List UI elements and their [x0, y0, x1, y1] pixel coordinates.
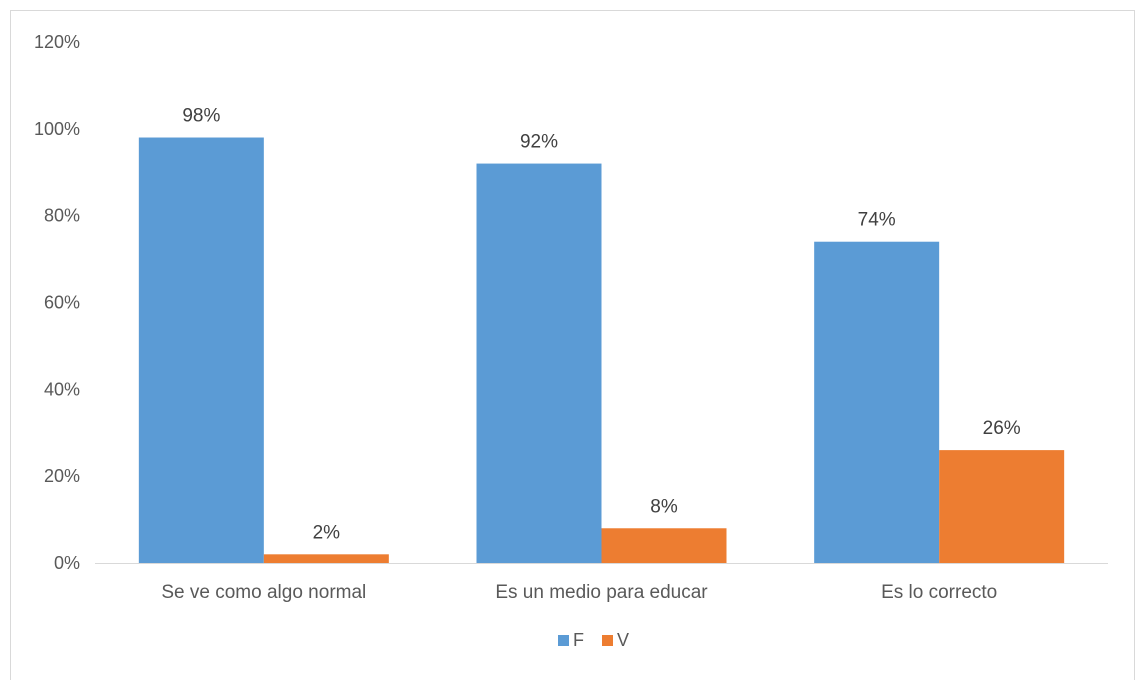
y-tick-label: 40% [44, 379, 80, 399]
data-label-f-1: 98% [182, 106, 220, 127]
data-label-v-2: 8% [650, 496, 678, 517]
bar-v-3 [939, 450, 1065, 563]
legend-label-f: F [573, 630, 584, 650]
data-labels: 98% 2% 92% 8% 74% 26% [182, 106, 1020, 544]
legend-label-v: V [617, 630, 629, 650]
y-axis: 0% 20% 40% 60% 80% 100% 120% [34, 32, 80, 573]
bar-f-2 [476, 163, 602, 564]
bar-f-1 [138, 137, 264, 563]
bar-f-3 [814, 241, 940, 563]
y-tick-label: 60% [44, 293, 80, 313]
data-label-v-3: 26% [983, 418, 1021, 439]
y-tick-label: 20% [44, 466, 80, 486]
legend-swatch-f [558, 635, 569, 646]
category-label: Se ve como algo normal [161, 582, 366, 603]
y-tick-label: 120% [34, 32, 80, 52]
y-tick-label: 100% [34, 119, 80, 139]
data-label-f-2: 92% [520, 132, 558, 153]
data-label-v-1: 2% [313, 522, 341, 543]
bars [138, 137, 1065, 564]
x-axis: Se ve como algo normal Es un medio para e… [95, 563, 1108, 603]
category-label: Es lo correcto [881, 582, 997, 603]
bar-v-1 [263, 554, 389, 563]
y-tick-label: 0% [54, 553, 80, 573]
data-label-f-3: 74% [858, 210, 896, 231]
category-label: Es un medio para educar [495, 582, 708, 603]
legend-swatch-v [602, 635, 613, 646]
bar-v-2 [601, 528, 727, 563]
y-tick-label: 80% [44, 206, 80, 226]
